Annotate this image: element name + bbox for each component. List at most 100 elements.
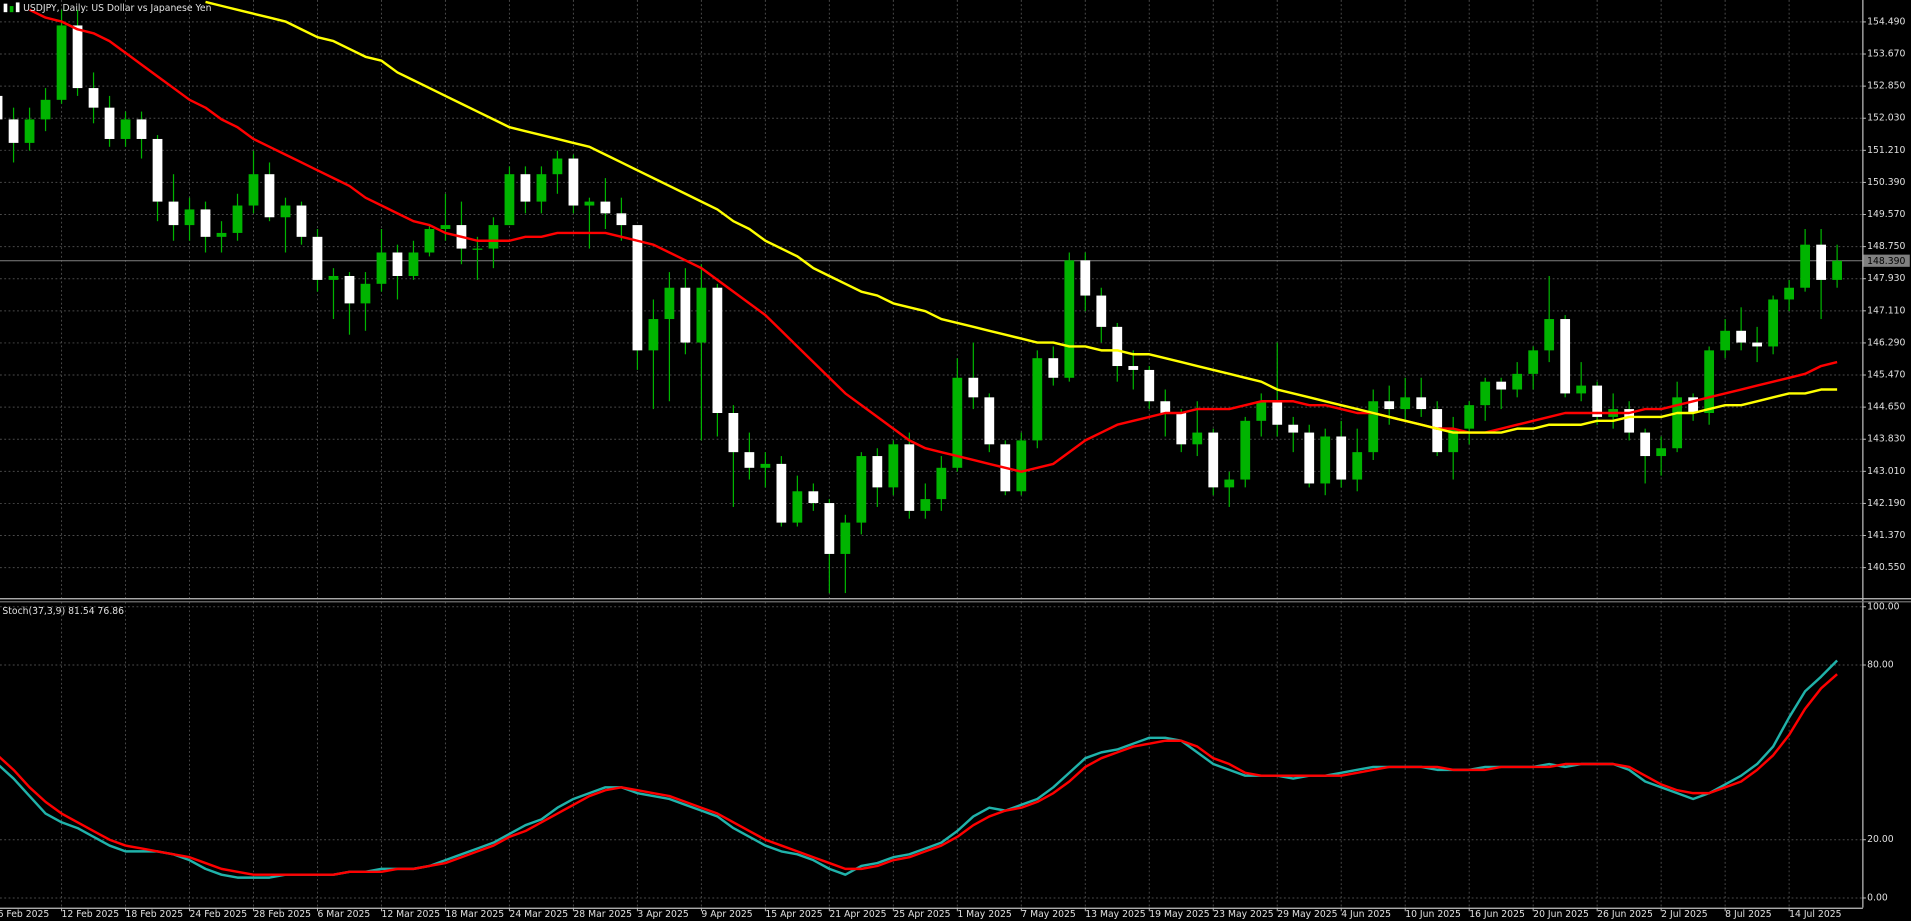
x-tick-label: 9 Apr 2025 [701, 909, 752, 920]
y-tick-label: 100.00 [1867, 601, 1899, 612]
candle-body [1688, 397, 1699, 413]
indicator-line [205, 0, 1838, 434]
candle-body [184, 209, 195, 226]
candle-body [664, 287, 675, 320]
candle-body [216, 232, 227, 237]
grid-layer [0, 0, 1863, 912]
x-tick-label: 14 Jul 2025 [1789, 909, 1841, 920]
candle-body [696, 287, 707, 343]
candle-body [824, 503, 835, 554]
candle-body [1592, 385, 1603, 417]
candle-body [1528, 350, 1539, 374]
candle-body [1640, 432, 1651, 457]
x-tick-label: 7 May 2025 [1021, 909, 1076, 920]
candle-body [1048, 358, 1059, 378]
candle-body [552, 158, 563, 175]
x-tick-label: 16 Jun 2025 [1469, 909, 1525, 920]
candle-body [88, 88, 99, 108]
candle-body [1304, 432, 1315, 484]
candle-body [1464, 405, 1475, 429]
x-tick-label: 28 Feb 2025 [254, 909, 312, 920]
candle-body [1144, 369, 1155, 402]
candle-body [1160, 401, 1171, 413]
candle-body [1480, 381, 1491, 406]
candle-body [440, 225, 451, 230]
candle-body [1784, 287, 1794, 300]
x-tick-label: 23 May 2025 [1213, 909, 1273, 920]
icon [9, 6, 14, 13]
candle-body [1064, 260, 1075, 378]
candle-body [1208, 432, 1219, 488]
candle-body [1400, 397, 1411, 410]
chart-header: USDJPY, Daily: US Dollar vs Japanese Yen… [2, 2, 212, 617]
candle-body [392, 252, 403, 276]
x-tick-label: 20 Jun 2025 [1533, 909, 1589, 920]
candle-body [712, 287, 723, 413]
x-tick-label: 4 Jun 2025 [1341, 909, 1391, 920]
candle-body [1736, 330, 1747, 343]
y-tick-label: 145.470 [1867, 370, 1905, 381]
candle-body [568, 158, 579, 206]
x-tick-label: 29 May 2025 [1277, 909, 1337, 920]
candle-body [376, 252, 387, 284]
candle-body [1224, 479, 1235, 488]
candle-body [680, 287, 691, 343]
x-tick-label: 6 Feb 2025 [0, 909, 49, 920]
candle-body [312, 236, 323, 280]
candle-body [600, 201, 611, 214]
candle-body [56, 25, 67, 100]
icon [3, 3, 8, 13]
candle-body [776, 463, 787, 523]
current-price-label: 148.390 [1867, 256, 1905, 267]
candle-body [536, 174, 547, 202]
candle-body [1272, 401, 1283, 425]
candle-body [808, 491, 819, 504]
candle-body [584, 201, 595, 206]
candle-body [1016, 440, 1027, 492]
x-tick-label: 8 Jul 2025 [1725, 909, 1772, 920]
candle-body [1704, 350, 1715, 413]
chart-title: USDJPY, Daily: US Dollar vs Japanese Yen [23, 3, 211, 14]
candle-body [1368, 401, 1379, 453]
x-tick-label: 13 May 2025 [1085, 909, 1145, 920]
indicator-line [0, 673, 1838, 876]
candle-body [872, 456, 883, 488]
y-tick-label: 142.190 [1867, 498, 1905, 509]
candle-body [648, 319, 659, 351]
candle-body [1256, 401, 1267, 421]
candle-body [616, 213, 627, 226]
candle-body [1320, 436, 1331, 484]
x-tick-label: 25 Apr 2025 [893, 909, 950, 920]
candle-body [1672, 397, 1683, 449]
candle-body [840, 522, 851, 554]
y-tick-label: 154.490 [1867, 16, 1905, 27]
x-tick-label: 6 Mar 2025 [317, 909, 370, 920]
candle-body [1448, 428, 1459, 453]
y-tick-label: 80.00 [1867, 660, 1894, 671]
icon [15, 2, 20, 13]
y-tick-label: 144.650 [1867, 402, 1905, 413]
x-tick-label: 3 Apr 2025 [637, 909, 688, 920]
candle-body [8, 119, 19, 143]
candle-body [424, 229, 435, 253]
y-tick-label: 152.850 [1867, 81, 1905, 92]
candle-body [408, 252, 419, 276]
y-tick-label: 151.210 [1867, 145, 1905, 156]
candle-body [792, 491, 803, 523]
candle-body [936, 467, 947, 500]
candle-body [984, 397, 995, 445]
y-tick-label: 147.930 [1867, 273, 1905, 284]
candle-body [40, 99, 51, 120]
candle-body [1336, 436, 1347, 480]
candle-body [1512, 373, 1523, 390]
candle-body [24, 119, 35, 143]
candle-body [1128, 366, 1139, 370]
candle-body [344, 275, 355, 304]
y-tick-label: 147.110 [1867, 305, 1905, 316]
y-tick-label: 0.00 [1867, 892, 1888, 903]
candle-body [744, 452, 755, 468]
candle-body [888, 444, 899, 488]
y-tick-label: 143.830 [1867, 434, 1905, 445]
